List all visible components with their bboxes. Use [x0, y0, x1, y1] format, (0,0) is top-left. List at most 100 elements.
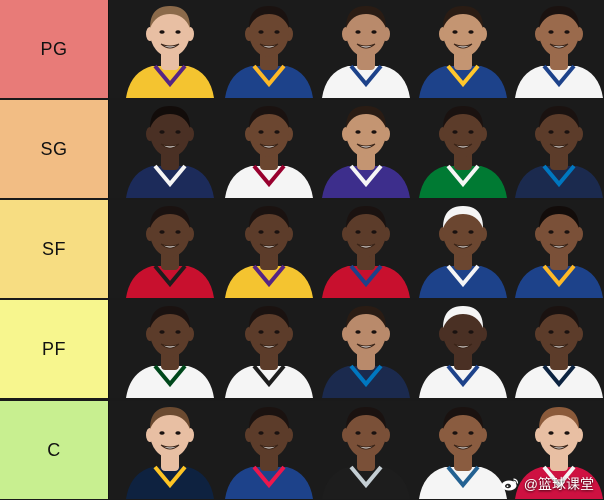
- player-portrait[interactable]: [511, 401, 604, 499]
- hair: [443, 6, 483, 28]
- weibo-icon: [501, 478, 518, 491]
- player-portrait[interactable]: [415, 200, 511, 298]
- smile: [549, 444, 569, 450]
- hair: [346, 106, 386, 128]
- player-photo: [515, 407, 603, 499]
- player-portrait[interactable]: [122, 401, 218, 499]
- player-portrait[interactable]: [318, 100, 414, 198]
- eye: [175, 431, 181, 435]
- player-portrait[interactable]: [122, 300, 218, 398]
- player-portrait[interactable]: [122, 200, 218, 298]
- player-photo: [322, 106, 410, 198]
- player-portrait[interactable]: [221, 401, 317, 499]
- player-portrait[interactable]: [122, 0, 218, 98]
- player-portrait[interactable]: [511, 200, 604, 298]
- smile: [356, 143, 376, 149]
- jersey-collar: [446, 164, 480, 188]
- player-portrait[interactable]: [221, 300, 317, 398]
- eye: [564, 30, 570, 34]
- eye: [452, 30, 458, 34]
- player-portrait[interactable]: [415, 100, 511, 198]
- player-portrait[interactable]: [122, 100, 218, 198]
- head: [249, 207, 289, 257]
- eye: [175, 130, 181, 134]
- head: [539, 307, 579, 357]
- tier-players: [109, 401, 604, 499]
- tier-label: SF: [0, 200, 109, 298]
- player-photo: [515, 206, 603, 298]
- head: [539, 7, 579, 57]
- eye: [274, 230, 280, 234]
- player-photo: [419, 6, 507, 98]
- jersey-collar: [153, 264, 187, 288]
- eye: [468, 230, 474, 234]
- smile: [453, 343, 473, 349]
- jersey-collar: [349, 465, 383, 489]
- head: [443, 107, 483, 157]
- eye: [175, 30, 181, 34]
- jersey-collar: [446, 465, 480, 489]
- jersey-collar: [153, 64, 187, 88]
- eye: [564, 330, 570, 334]
- hair: [443, 407, 483, 429]
- smile: [259, 243, 279, 249]
- player-photo: [126, 407, 214, 499]
- player-portrait[interactable]: [511, 0, 604, 98]
- eye: [355, 30, 361, 34]
- eye: [159, 230, 165, 234]
- hair: [249, 306, 289, 328]
- eye: [274, 431, 280, 435]
- player-portrait[interactable]: [415, 401, 511, 499]
- head: [346, 307, 386, 357]
- eye: [355, 130, 361, 134]
- tier-players: [109, 300, 604, 398]
- eye: [564, 130, 570, 134]
- player-photo: [322, 206, 410, 298]
- hair: [150, 6, 190, 28]
- jersey-collar: [446, 264, 480, 288]
- jersey-collar: [446, 364, 480, 388]
- eye: [371, 30, 377, 34]
- smile: [549, 43, 569, 49]
- eye: [274, 330, 280, 334]
- tier-row-pf: PF: [0, 300, 604, 398]
- hair: [346, 306, 386, 328]
- smile: [160, 43, 180, 49]
- player-portrait[interactable]: [511, 300, 604, 398]
- eye: [548, 431, 554, 435]
- head: [443, 307, 483, 357]
- smile: [549, 143, 569, 149]
- eye: [564, 230, 570, 234]
- eye: [355, 230, 361, 234]
- smile: [356, 444, 376, 450]
- player-portrait[interactable]: [415, 300, 511, 398]
- eye: [175, 230, 181, 234]
- smile: [259, 143, 279, 149]
- smile: [453, 243, 473, 249]
- jersey-collar: [252, 64, 286, 88]
- player-photo: [225, 106, 313, 198]
- watermark: @篮球课堂: [501, 474, 594, 494]
- player-portrait[interactable]: [318, 0, 414, 98]
- eye: [468, 431, 474, 435]
- player-portrait[interactable]: [221, 200, 317, 298]
- player-photo: [322, 306, 410, 398]
- player-portrait[interactable]: [318, 401, 414, 499]
- player-portrait[interactable]: [415, 0, 511, 98]
- player-photo: [419, 206, 507, 298]
- player-portrait[interactable]: [318, 300, 414, 398]
- eye: [371, 330, 377, 334]
- head: [443, 7, 483, 57]
- hair: [346, 6, 386, 28]
- player-photo: [322, 407, 410, 499]
- head: [249, 307, 289, 357]
- head: [346, 107, 386, 157]
- smile: [356, 243, 376, 249]
- head: [443, 207, 483, 257]
- player-portrait[interactable]: [511, 100, 604, 198]
- player-portrait[interactable]: [221, 0, 317, 98]
- player-portrait[interactable]: [221, 100, 317, 198]
- player-photo: [126, 306, 214, 398]
- player-portrait[interactable]: [318, 200, 414, 298]
- eye: [371, 431, 377, 435]
